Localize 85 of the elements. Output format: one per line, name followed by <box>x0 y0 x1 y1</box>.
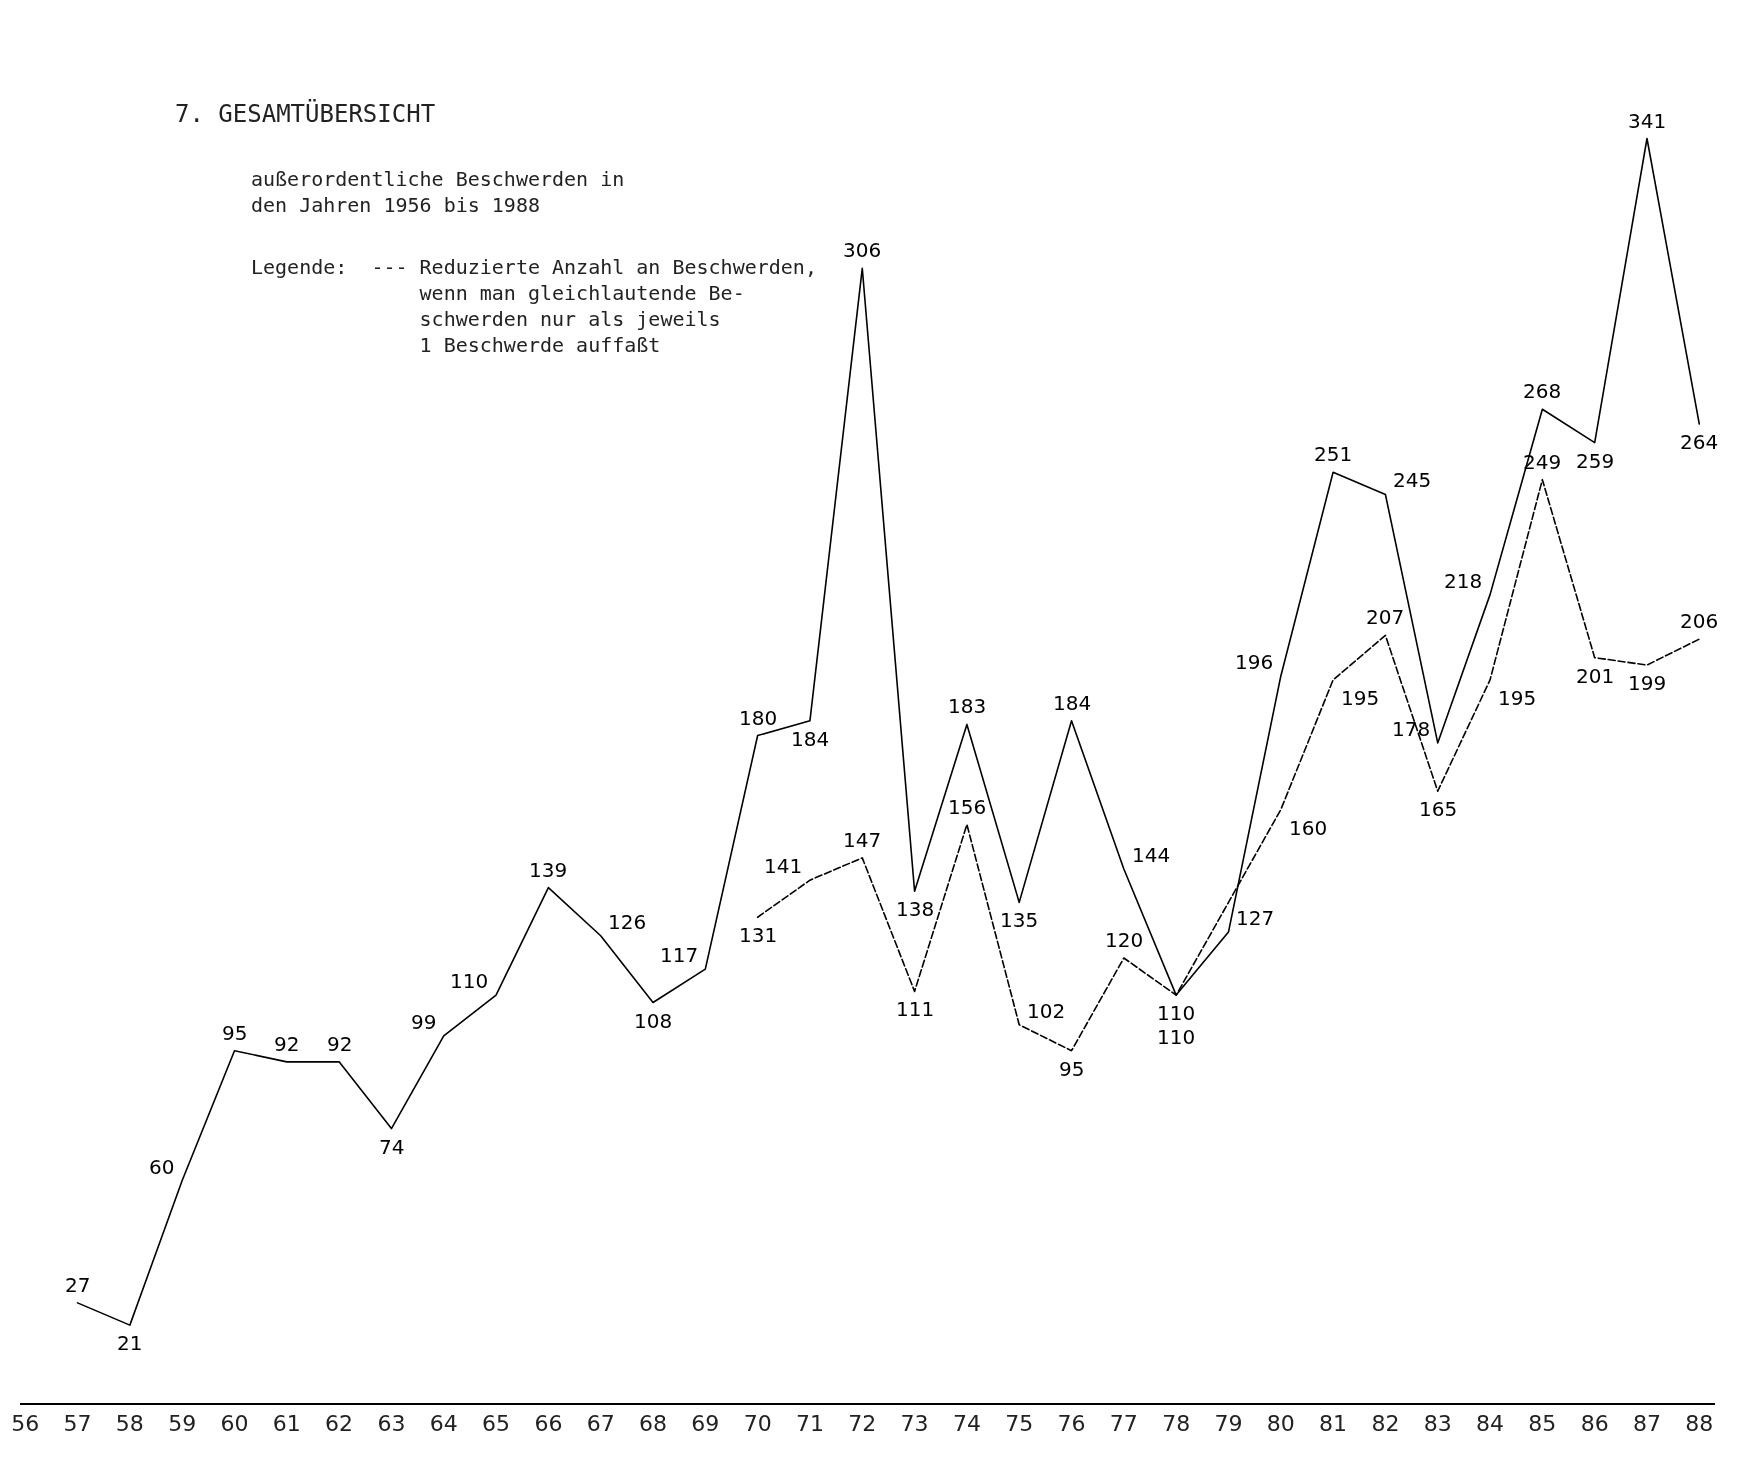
x-tick-label: 58 <box>115 1411 144 1437</box>
data-label: 199 <box>1628 671 1667 695</box>
data-label: 268 <box>1523 379 1562 403</box>
x-tick-label: 59 <box>168 1411 197 1437</box>
data-label: 117 <box>660 943 699 967</box>
data-label: 195 <box>1341 686 1380 710</box>
x-tick-label: 56 <box>11 1411 40 1437</box>
data-label: 102 <box>1027 999 1066 1023</box>
data-label: 138 <box>896 897 935 921</box>
x-tick-label: 84 <box>1476 1411 1505 1437</box>
data-label: 131 <box>739 923 778 947</box>
x-tick-label: 76 <box>1057 1411 1086 1437</box>
x-tick-label: 75 <box>1005 1411 1034 1437</box>
data-label: 259 <box>1576 449 1615 473</box>
data-label: 160 <box>1289 816 1328 840</box>
data-label: 180 <box>739 706 778 730</box>
data-label: 95 <box>1059 1057 1085 1081</box>
data-label: 251 <box>1314 442 1353 466</box>
x-tick-label: 83 <box>1423 1411 1452 1437</box>
data-label: 195 <box>1498 686 1537 710</box>
x-tick-label: 85 <box>1528 1411 1557 1437</box>
x-tick-label: 72 <box>848 1411 877 1437</box>
data-label: 135 <box>1000 908 1039 932</box>
x-tick-label: 57 <box>63 1411 92 1437</box>
x-tick-label: 69 <box>691 1411 720 1437</box>
data-label: 92 <box>274 1032 300 1056</box>
x-tick-label: 86 <box>1580 1411 1609 1437</box>
x-tick-label: 68 <box>639 1411 668 1437</box>
x-tick-label: 61 <box>272 1411 301 1437</box>
data-label: 183 <box>948 694 987 718</box>
data-label: 139 <box>529 858 568 882</box>
data-label: 196 <box>1235 650 1274 674</box>
x-tick-label: 66 <box>534 1411 563 1437</box>
data-label: 95 <box>222 1021 248 1045</box>
x-tick-label: 73 <box>900 1411 929 1437</box>
x-tick-label: 62 <box>325 1411 354 1437</box>
x-tick-label: 74 <box>952 1411 981 1437</box>
data-label: 201 <box>1576 664 1615 688</box>
x-tick-label: 60 <box>220 1411 249 1437</box>
x-tick-label: 67 <box>586 1411 615 1437</box>
text: außerordentliche Beschwerden in den Jahren 1956 bis 1988 <box>251 167 625 217</box>
x-tick-label: 65 <box>482 1411 511 1437</box>
x-tick-label: 71 <box>795 1411 824 1437</box>
x-tick-label: 79 <box>1214 1411 1243 1437</box>
x-tick-label: 78 <box>1162 1411 1191 1437</box>
x-tick-label: 87 <box>1632 1411 1661 1437</box>
data-label: 110 <box>450 969 489 993</box>
x-tick-label: 63 <box>377 1411 406 1437</box>
data-label: 207 <box>1366 605 1405 629</box>
chart-title: 7. GESAMTÜBERSICHT <box>175 99 436 128</box>
data-label: 120 <box>1105 928 1144 952</box>
data-label: 108 <box>634 1009 673 1033</box>
data-label: 127 <box>1236 906 1275 930</box>
data-label: 111 <box>896 997 935 1021</box>
data-label: 264 <box>1680 430 1719 454</box>
data-label: 141 <box>764 854 803 878</box>
data-label: 60 <box>149 1155 175 1179</box>
x-tick-label: 88 <box>1685 1411 1714 1437</box>
data-label: 184 <box>791 727 830 751</box>
data-label: 21 <box>117 1331 143 1355</box>
data-label: 156 <box>948 795 987 819</box>
data-label: 165 <box>1419 797 1458 821</box>
data-label: 92 <box>327 1032 353 1056</box>
data-label: 27 <box>65 1273 91 1297</box>
data-label: 110 <box>1157 1025 1196 1049</box>
data-label: 147 <box>843 828 882 852</box>
data-label: 206 <box>1680 609 1719 633</box>
x-tick-label: 64 <box>429 1411 458 1437</box>
annotation: Legende: --- Reduzierte Anzahl an Beschwerden, wenn man gleichlautende Be- schwerden nur als jeweils 1 Beschwerde auffaßt <box>251 255 817 357</box>
data-label: 99 <box>411 1010 437 1034</box>
x-tick-label: 80 <box>1266 1411 1295 1437</box>
data-label: 126 <box>608 910 647 934</box>
x-tick-label: 81 <box>1319 1411 1348 1437</box>
data-label: 341 <box>1628 109 1667 133</box>
data-label: 218 <box>1444 569 1483 593</box>
data-label: 178 <box>1392 717 1431 741</box>
data-label: 306 <box>843 238 882 262</box>
data-label: 110 <box>1157 1001 1196 1025</box>
x-tick-label: 82 <box>1371 1411 1400 1437</box>
data-label: 184 <box>1053 691 1092 715</box>
data-label: 245 <box>1393 468 1432 492</box>
data-label: 144 <box>1132 843 1171 867</box>
data-label: 74 <box>379 1135 405 1159</box>
x-tick-label: 70 <box>743 1411 772 1437</box>
x-tick-label: 77 <box>1109 1411 1138 1437</box>
